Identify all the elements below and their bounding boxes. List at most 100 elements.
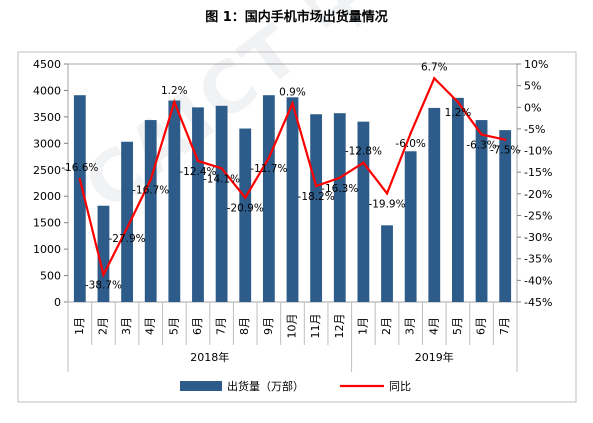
right-axis-tick-label: -30% (524, 231, 552, 244)
category-label: 11月 (309, 314, 322, 339)
bar (428, 107, 441, 302)
yoy-data-label: -16.7% (132, 185, 169, 197)
yoy-data-label: 1.2% (445, 107, 472, 119)
bar (168, 100, 181, 302)
category-label: 8月 (238, 317, 251, 335)
yoy-data-label: -27.9% (109, 233, 146, 245)
bar (333, 113, 346, 302)
category-label: 12月 (333, 314, 346, 339)
yoy-data-label: 6.7% (421, 61, 448, 73)
left-axis-tick-label: 0 (54, 296, 61, 309)
yoy-point (314, 184, 318, 188)
bar (73, 95, 86, 303)
yoy-data-label: -19.9% (368, 198, 405, 210)
chart-title: 图 1：国内手机市场出货量情况 (205, 10, 388, 25)
right-axis-tick-label: -25% (524, 209, 552, 222)
yoy-point (196, 159, 200, 163)
category-label: 5月 (451, 317, 464, 335)
yoy-point (409, 132, 412, 135)
category-label: 7月 (498, 317, 511, 335)
yoy-point (291, 102, 294, 105)
bar (381, 225, 393, 302)
right-axis-tick-label: -40% (524, 274, 552, 287)
left-axis-tick-label: 3500 (33, 111, 61, 124)
yoy-data-label: -16.6% (61, 162, 98, 174)
chart-frame (17, 51, 577, 403)
left-axis-tick-label: 4000 (33, 84, 61, 97)
yoy-data-label: -12.8% (345, 146, 382, 158)
category-label: 1月 (73, 317, 86, 335)
left-axis-tick-label: 1000 (33, 243, 61, 256)
bar (144, 120, 157, 302)
yoy-data-label: -7.5% (490, 145, 520, 157)
category-label: 3月 (404, 317, 417, 335)
bar (97, 205, 110, 302)
category-label: 10月 (286, 314, 299, 339)
category-label: 1月 (356, 317, 369, 335)
right-axis-tick-label: 0% (524, 101, 541, 114)
yoy-data-label: -12.4% (179, 166, 216, 178)
category-label: 4月 (144, 317, 157, 335)
year-label: 2018年 (190, 350, 229, 364)
yoy-point (149, 178, 152, 181)
yoy-data-label: -16.3% (321, 183, 358, 195)
yoy-point (102, 273, 105, 276)
yoy-point (385, 192, 389, 195)
right-axis-tick-label: -45% (524, 296, 552, 309)
yoy-data-label: -38.7% (85, 280, 122, 292)
category-label: 6月 (191, 317, 204, 335)
yoy-point (338, 176, 341, 180)
category-label: 5月 (167, 317, 180, 335)
yoy-point (78, 177, 82, 181)
category-label: 9月 (262, 317, 275, 335)
bar (452, 97, 464, 302)
right-axis-tick-label: -5% (524, 123, 545, 136)
category-label: 3月 (120, 317, 133, 335)
yoy-point (267, 156, 271, 160)
yoy-data-label: -14.1% (203, 173, 240, 185)
right-axis-tick-label: -20% (524, 188, 552, 201)
right-axis-tick-label: -15% (524, 166, 552, 179)
bar (357, 121, 370, 302)
left-axis-tick-label: 3000 (33, 137, 61, 150)
bar (310, 114, 323, 302)
yoy-point (433, 77, 436, 80)
category-label: 4月 (427, 317, 440, 335)
year-label: 2019年 (415, 350, 454, 364)
yoy-data-label: -20.9% (227, 203, 264, 215)
yoy-point (480, 133, 483, 136)
right-axis-tick-label: 5% (524, 80, 541, 93)
bar (121, 141, 133, 302)
bar (286, 97, 299, 302)
yoy-point (503, 138, 507, 141)
bar (215, 105, 228, 302)
bar (262, 95, 275, 303)
left-axis-tick-label: 2500 (33, 164, 61, 177)
left-axis-tick-label: 2000 (33, 190, 61, 203)
yoy-data-label: -6.0% (395, 138, 425, 150)
yoy-point (173, 100, 176, 104)
bar (404, 151, 417, 302)
legend-bar-label: 出货量（万部） (227, 379, 304, 393)
yoy-data-label: -6.3% (466, 140, 496, 152)
bar (475, 120, 488, 302)
bar (239, 128, 252, 302)
yoy-data-label: 1.2% (161, 85, 188, 97)
yoy-point (220, 167, 223, 170)
legend-bar-swatch (180, 381, 222, 391)
bar (499, 130, 512, 302)
left-axis-tick-label: 1500 (33, 217, 61, 230)
category-label: 2月 (96, 317, 109, 335)
yoy-point (362, 161, 365, 164)
category-label: 7月 (215, 317, 228, 335)
left-axis-tick-label: 4500 (33, 58, 61, 71)
legend-line-label: 同比 (389, 380, 411, 393)
yoy-point (125, 226, 129, 230)
bar (192, 107, 204, 302)
right-axis-tick-label: -35% (524, 253, 552, 266)
left-axis-tick-label: 500 (40, 270, 61, 283)
category-label: 2月 (380, 317, 393, 335)
yoy-data-label: -18.2% (298, 191, 335, 203)
yoy-point (456, 100, 460, 104)
